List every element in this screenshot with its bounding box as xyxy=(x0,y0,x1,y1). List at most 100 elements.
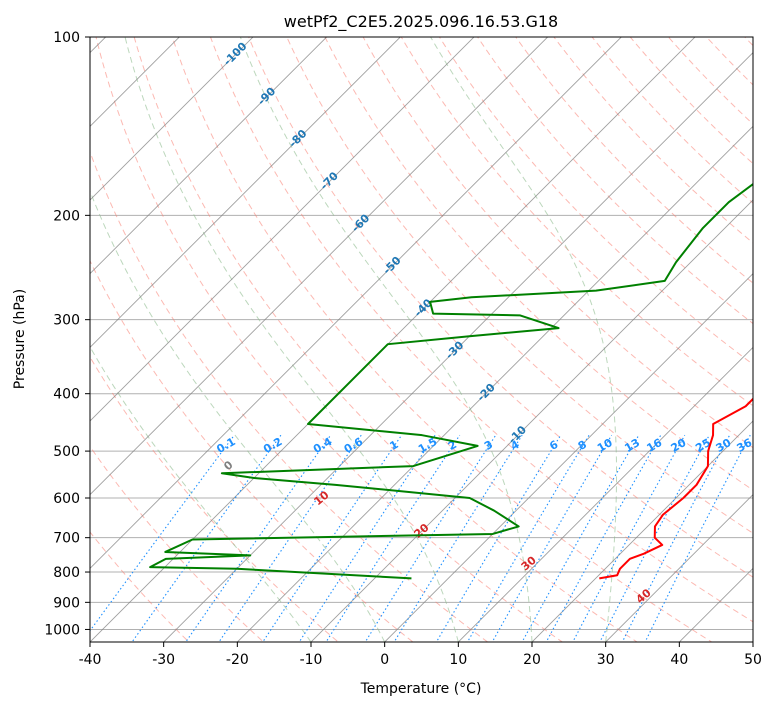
dry-adiabat-line xyxy=(515,37,753,284)
y-tick-label: 700 xyxy=(53,531,80,547)
dry-adiabat-lines xyxy=(90,12,775,654)
x-tick-label: 40 xyxy=(670,652,688,668)
isotherm-line xyxy=(90,37,180,127)
isotherm-line xyxy=(90,37,254,201)
mixing-ratio-line xyxy=(521,434,640,642)
isobar-grid xyxy=(90,37,753,630)
mixing-ratio-label: 0.6 xyxy=(342,435,366,456)
isotherm-line xyxy=(90,37,475,422)
moist-adiabat-line xyxy=(124,37,459,642)
isotherm-line xyxy=(752,641,753,642)
mixing-ratio-line xyxy=(644,434,751,642)
x-tick-label: 50 xyxy=(744,652,762,668)
mixing-ratio-line xyxy=(572,434,686,642)
mixing-ratio-line xyxy=(90,434,235,632)
x-tick-label: -30 xyxy=(152,652,175,668)
moist-adiabat-line xyxy=(90,189,386,642)
dry-adiabat-line xyxy=(362,37,753,449)
moist-adiabat-lines xyxy=(90,37,618,642)
isotherm-line xyxy=(90,37,622,569)
dry-adiabat-line xyxy=(667,37,753,125)
mixing-ratio-line xyxy=(218,434,362,642)
y-tick-label: 800 xyxy=(53,565,80,581)
isotherm-line xyxy=(90,37,549,496)
isotherm-label: -100 xyxy=(221,39,250,68)
x-tick-label: -20 xyxy=(226,652,249,668)
isotherm-line xyxy=(605,494,753,642)
y-axis-title: Pressure (hPa) xyxy=(12,289,28,389)
dry-adiabat-line xyxy=(629,37,753,165)
isotherm-line xyxy=(0,10,59,654)
dry-adiabat-line xyxy=(400,37,753,407)
dry-adiabat-line xyxy=(209,37,753,623)
reference-line-labels: -100-90-80-70-60-50-40-30-20-100.1 0.2 0.4… xyxy=(214,39,754,606)
mixing-ratio-line xyxy=(621,434,731,642)
isotherm-label: -50 xyxy=(380,254,403,277)
x-tick-label: -10 xyxy=(300,652,323,668)
isotherm-line xyxy=(90,37,328,275)
dry-adiabat-line xyxy=(248,37,753,578)
dry-adiabat-line xyxy=(705,37,753,86)
x-axis-title: Temperature (°C) xyxy=(360,681,482,697)
isotherm-label: -70 xyxy=(318,169,341,192)
plot-area: -100-90-80-70-60-50-40-30-20-100.1 0.2 0.4… xyxy=(0,10,775,654)
isotherm-line xyxy=(236,125,753,642)
isotherm-label: -20 xyxy=(475,381,498,404)
isotherm-label: -90 xyxy=(255,84,278,107)
dry-adiabat-line xyxy=(759,12,775,654)
y-tick-label: 300 xyxy=(53,313,80,329)
temperature-trace xyxy=(599,397,753,580)
isotherm-line xyxy=(457,346,753,642)
mixing-ratio-label: 0.2 xyxy=(261,435,284,456)
isotherm-line xyxy=(163,52,753,642)
mixing-ratio-line xyxy=(545,434,662,642)
sounding-series xyxy=(149,182,753,580)
isotherm-line xyxy=(310,199,753,642)
isotherm-line xyxy=(90,37,401,348)
x-tick-label: 10 xyxy=(449,652,467,668)
dry-adiabat-line xyxy=(90,531,190,642)
dewpoint-trace xyxy=(149,182,753,580)
isotherm-line xyxy=(90,37,696,642)
axes: -40 -30 -20 -10 0 10 20 30 40 5010020030040050060… xyxy=(44,30,762,668)
dry-adiabat-line xyxy=(743,37,753,47)
mixing-ratio-label: 36 xyxy=(734,436,754,455)
mixing-ratio-label: 0.1 xyxy=(214,435,237,456)
dry-adiabat-line xyxy=(90,150,489,642)
y-tick-label: 400 xyxy=(53,387,80,403)
dry-adiabat-line xyxy=(90,259,414,642)
isotherm-line xyxy=(678,567,753,642)
moist-adiabat-line xyxy=(90,345,312,642)
mixing-ratio-line xyxy=(599,434,710,642)
mixing-ratio-label: 0.4 xyxy=(311,435,335,456)
isotherm-line xyxy=(531,420,753,642)
adiabat-label: 0 xyxy=(221,458,235,473)
moist-adiabat-line xyxy=(430,37,618,642)
y-tick-label: 200 xyxy=(53,208,80,224)
dry-adiabat-line xyxy=(324,37,753,491)
y-tick-label: 600 xyxy=(53,491,80,507)
mixing-ratio-line xyxy=(364,434,497,642)
dry-adiabat-line xyxy=(90,445,265,642)
y-tick-label: 1000 xyxy=(44,622,80,638)
y-tick-label: 900 xyxy=(53,595,80,611)
isotherm-line xyxy=(384,273,753,642)
mixing-ratio-line xyxy=(466,434,590,642)
x-tick-label: 0 xyxy=(380,652,389,668)
mixing-ratio-line xyxy=(491,434,613,642)
dry-adiabat-line xyxy=(591,37,753,204)
mixing-ratio-line xyxy=(393,434,523,642)
dry-adiabat-line xyxy=(553,37,753,244)
chart-title: wetPf2_C2E5.2025.096.16.53.G18 xyxy=(284,12,558,32)
isotherm-label: -80 xyxy=(286,127,309,150)
dry-adiabat-line xyxy=(438,37,753,366)
x-tick-label: -40 xyxy=(79,652,102,668)
dry-adiabat-line xyxy=(95,37,564,642)
x-tick-label: 30 xyxy=(597,652,615,668)
dry-adiabat-line xyxy=(171,37,713,642)
mixing-ratio-line xyxy=(185,434,332,642)
mixing-ratio-line xyxy=(435,434,562,642)
x-tick-label: 20 xyxy=(523,652,541,668)
plot-frame xyxy=(89,36,754,643)
